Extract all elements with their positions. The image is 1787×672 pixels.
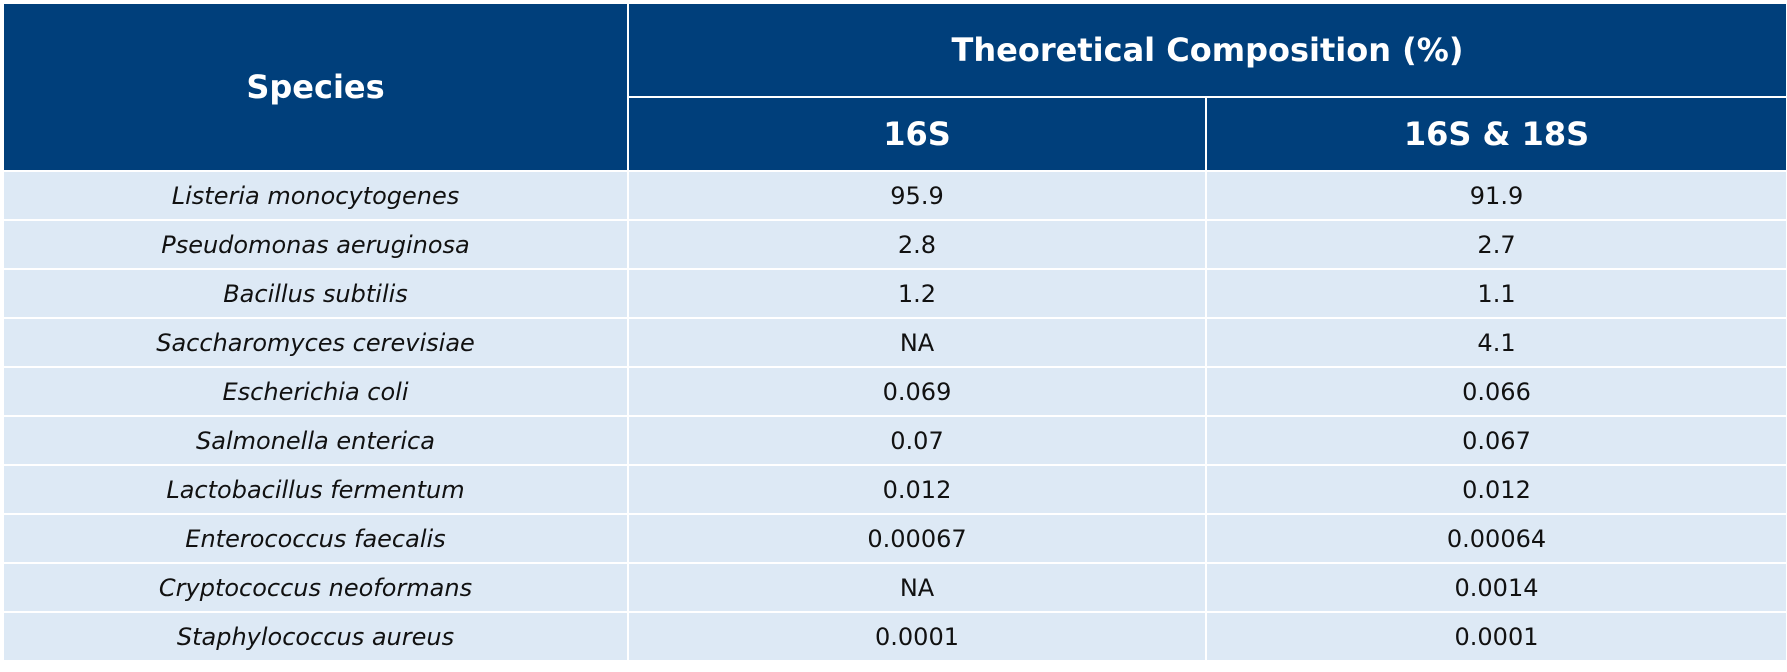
value-16s-cell: NA [627, 562, 1207, 613]
value-16s-18s-cell: 1.1 [1204, 268, 1787, 319]
table-header: Species Theoretical Composition (%) 16S … [2, 2, 1787, 172]
value-16s-18s-cell: 0.067 [1204, 415, 1787, 466]
species-cell: Saccharomyces cerevisiae [2, 317, 629, 368]
value-16s-cell: 2.8 [627, 219, 1207, 270]
table-row: Listeria monocytogenes 95.9 91.9 [2, 170, 1787, 221]
table-row: Bacillus subtilis 1.2 1.1 [2, 268, 1787, 319]
species-cell: Salmonella enterica [2, 415, 629, 466]
table-body: Listeria monocytogenes 95.9 91.9 Pseudom… [2, 170, 1787, 662]
table-row: Pseudomonas aeruginosa 2.8 2.7 [2, 219, 1787, 270]
value-16s-cell: 0.012 [627, 464, 1207, 515]
value-16s-cell: NA [627, 317, 1207, 368]
value-16s-18s-cell: 0.0014 [1204, 562, 1787, 613]
table-row: Staphylococcus aureus 0.0001 0.0001 [2, 611, 1787, 662]
value-16s-18s-cell: 0.012 [1204, 464, 1787, 515]
value-16s-18s-cell: 0.0001 [1204, 611, 1787, 662]
table-row: Cryptococcus neoformans NA 0.0014 [2, 562, 1787, 613]
value-16s-18s-cell: 2.7 [1204, 219, 1787, 270]
value-16s-cell: 0.07 [627, 415, 1207, 466]
table-row: Escherichia coli 0.069 0.066 [2, 366, 1787, 417]
species-cell: Cryptococcus neoformans [2, 562, 629, 613]
species-cell: Lactobacillus fermentum [2, 464, 629, 515]
value-16s-cell: 1.2 [627, 268, 1207, 319]
value-16s-cell: 0.00067 [627, 513, 1207, 564]
value-16s-cell: 0.0001 [627, 611, 1207, 662]
theoretical-composition-header: Theoretical Composition (%) [626, 2, 1787, 98]
species-cell: Enterococcus faecalis [2, 513, 629, 564]
table-row: Enterococcus faecalis 0.00067 0.00064 [2, 513, 1787, 564]
value-16s-cell: 0.069 [627, 366, 1207, 417]
column-header-16s-18s: 16S & 18S [1204, 96, 1787, 172]
value-16s-18s-cell: 91.9 [1204, 170, 1787, 221]
value-16s-cell: 95.9 [627, 170, 1207, 221]
value-16s-18s-cell: 4.1 [1204, 317, 1787, 368]
species-cell: Pseudomonas aeruginosa [2, 219, 629, 270]
table-row: Lactobacillus fermentum 0.012 0.012 [2, 464, 1787, 515]
value-16s-18s-cell: 0.00064 [1204, 513, 1787, 564]
table-row: Saccharomyces cerevisiae NA 4.1 [2, 317, 1787, 368]
value-16s-18s-cell: 0.066 [1204, 366, 1787, 417]
column-header-16s: 16S [627, 96, 1207, 172]
species-cell: Staphylococcus aureus [2, 611, 629, 662]
species-cell: Listeria monocytogenes [2, 170, 629, 221]
species-column-header: Species [2, 2, 629, 172]
species-cell: Bacillus subtilis [2, 268, 629, 319]
table-row: Salmonella enterica 0.07 0.067 [2, 415, 1787, 466]
species-cell: Escherichia coli [2, 366, 629, 417]
